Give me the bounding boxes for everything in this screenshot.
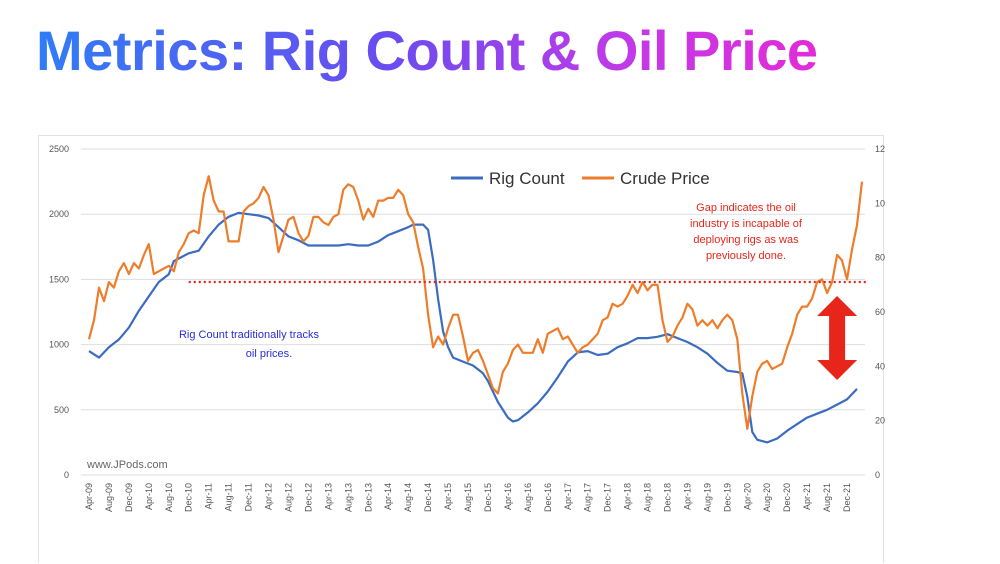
legend-label-crude-price: Crude Price bbox=[620, 169, 710, 188]
x-tick-label: Aug-20 bbox=[762, 483, 772, 512]
x-tick-label: Apr-13 bbox=[323, 483, 333, 510]
gap-annotation-line-4: previously done. bbox=[706, 250, 786, 262]
x-tick-label: Apr-17 bbox=[563, 483, 573, 510]
x-tick-label: Aug-19 bbox=[702, 483, 712, 512]
x-tick-label: Dec-18 bbox=[662, 483, 672, 512]
chart-svg: 0 500 1000 1500 2000 2500 0 20 40 60 80 100 120 Apr… bbox=[49, 144, 885, 512]
legend: Rig Count Crude Price bbox=[451, 169, 710, 188]
x-tick-label: Apr-11 bbox=[204, 483, 214, 509]
series-lines bbox=[87, 175, 864, 444]
x-tick-label: Dec-13 bbox=[363, 483, 373, 512]
x-axis-ticks: Apr-09 Aug-09 Dec-09 Apr-10 Aug-10 Dec-10 Apr-… bbox=[84, 483, 852, 512]
x-tick-label: Dec-09 bbox=[124, 483, 134, 512]
x-tick-label: Aug-15 bbox=[463, 483, 473, 512]
x-tick-label: Aug-16 bbox=[523, 483, 533, 512]
tracks-annotation: Rig Count traditionally tracks oil price… bbox=[179, 329, 320, 360]
left-tick-label: 2000 bbox=[49, 209, 69, 219]
slide-title: Metrics: Rig Count & Oil Price bbox=[36, 19, 818, 82]
x-tick-label: Apr-12 bbox=[264, 483, 274, 510]
right-tick-label: 20 bbox=[875, 416, 885, 426]
legend-label-rig-count: Rig Count bbox=[489, 169, 565, 188]
right-tick-label: 0 bbox=[875, 470, 880, 480]
x-tick-label: Apr-09 bbox=[84, 483, 94, 510]
gap-arrow-group bbox=[817, 296, 858, 380]
x-tick-label: Dec-11 bbox=[244, 483, 254, 511]
right-tick-label: 80 bbox=[875, 253, 885, 263]
gap-arrow bbox=[817, 296, 858, 380]
series-line-rig-count bbox=[88, 211, 858, 444]
chart-frame: 0 500 1000 1500 2000 2500 0 20 40 60 80 100 120 Apr… bbox=[38, 135, 885, 563]
right-tick-label: 60 bbox=[875, 307, 885, 317]
right-tick-label: 40 bbox=[875, 361, 885, 371]
x-tick-label: Apr-16 bbox=[503, 483, 513, 510]
x-tick-label: Dec-21 bbox=[842, 483, 852, 512]
right-tick-label: 100 bbox=[875, 198, 885, 208]
x-tick-label: Aug-17 bbox=[583, 483, 593, 512]
x-tick-label: Dec-19 bbox=[722, 483, 732, 512]
x-tick-label: Aug-18 bbox=[643, 483, 653, 512]
x-tick-label: Dec-12 bbox=[303, 483, 313, 512]
tracks-annotation-line-1: Rig Count traditionally tracks bbox=[179, 329, 320, 341]
x-tick-label: Apr-20 bbox=[742, 483, 752, 510]
right-tick-label: 120 bbox=[875, 144, 885, 154]
x-tick-label: Dec-15 bbox=[483, 483, 493, 512]
gridlines bbox=[81, 148, 865, 476]
gap-annotation-line-2: industry is incapable of bbox=[690, 218, 803, 230]
x-tick-label: Dec-16 bbox=[543, 483, 553, 512]
x-tick-label: Apr-10 bbox=[144, 483, 154, 510]
gap-annotation: Gap indicates the oil industry is incapa… bbox=[690, 202, 803, 262]
x-tick-label: Aug-14 bbox=[403, 483, 413, 512]
x-tick-label: Aug-10 bbox=[164, 483, 174, 512]
left-axis-ticks: 0 500 1000 1500 2000 2500 bbox=[49, 144, 69, 480]
left-tick-label: 0 bbox=[64, 470, 69, 480]
left-tick-label: 500 bbox=[54, 405, 69, 415]
x-tick-label: Apr-21 bbox=[802, 483, 812, 510]
x-tick-label: Apr-15 bbox=[443, 483, 453, 510]
left-tick-label: 1000 bbox=[49, 340, 69, 350]
x-tick-label: Apr-18 bbox=[623, 483, 633, 510]
watermark: www.JPods.com bbox=[86, 459, 168, 471]
left-tick-label: 2500 bbox=[49, 144, 69, 154]
x-tick-label: Aug-13 bbox=[343, 483, 353, 512]
x-tick-label: Aug-21 bbox=[822, 483, 832, 512]
x-tick-label: Apr-19 bbox=[682, 483, 692, 510]
right-axis-ticks: 0 20 40 60 80 100 120 bbox=[875, 144, 885, 480]
x-tick-label: Aug-11 bbox=[224, 483, 234, 511]
x-tick-label: Dec-10 bbox=[184, 483, 194, 512]
tracks-annotation-line-2: oil prices. bbox=[246, 348, 292, 360]
x-tick-label: Dec-17 bbox=[603, 483, 613, 512]
x-tick-label: Dec-20 bbox=[782, 483, 792, 512]
gap-annotation-line-1: Gap indicates the oil bbox=[696, 202, 796, 214]
left-tick-label: 1500 bbox=[49, 274, 69, 284]
x-tick-label: Aug-09 bbox=[104, 483, 114, 512]
gap-annotation-line-3: deploying rigs as was bbox=[693, 234, 799, 246]
x-tick-label: Dec-14 bbox=[423, 483, 433, 512]
x-tick-label: Aug-12 bbox=[283, 483, 293, 512]
series-line-crude-price bbox=[87, 175, 864, 430]
x-tick-label: Apr-14 bbox=[383, 483, 393, 510]
